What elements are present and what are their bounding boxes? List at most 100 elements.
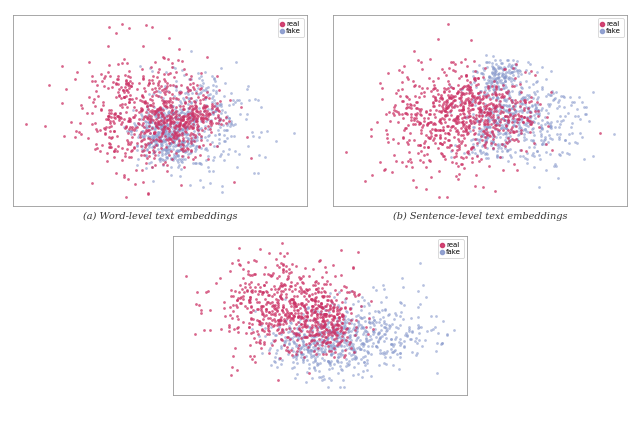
Point	[166, 156, 177, 163]
Point	[157, 128, 168, 135]
Point	[111, 30, 121, 36]
Point	[262, 288, 272, 295]
Point	[264, 308, 274, 315]
Point	[502, 147, 512, 154]
Point	[540, 121, 550, 127]
Point	[501, 73, 511, 79]
Point	[170, 132, 180, 139]
Point	[321, 339, 332, 346]
Point	[344, 334, 354, 341]
Point	[225, 267, 235, 274]
Point	[318, 327, 328, 334]
Point	[259, 312, 269, 319]
Point	[154, 104, 164, 111]
Point	[313, 297, 323, 304]
Point	[412, 104, 422, 111]
Point	[255, 319, 265, 326]
Point	[326, 323, 337, 330]
Point	[422, 328, 432, 335]
Point	[510, 103, 520, 110]
Point	[223, 150, 233, 157]
Point	[164, 81, 175, 88]
Point	[471, 171, 481, 178]
Point	[500, 97, 510, 103]
Point	[526, 103, 536, 109]
Point	[464, 87, 474, 94]
Point	[495, 140, 506, 147]
Point	[226, 133, 236, 140]
Point	[551, 89, 561, 96]
Point	[415, 126, 426, 133]
Point	[166, 107, 177, 114]
Point	[335, 352, 345, 359]
Point	[106, 134, 116, 141]
Point	[499, 65, 509, 72]
Point	[302, 322, 312, 329]
Point	[521, 119, 531, 126]
Point	[186, 115, 196, 122]
Point	[503, 118, 513, 125]
Point	[516, 129, 527, 136]
Point	[207, 108, 218, 115]
Point	[177, 144, 188, 151]
Point	[337, 347, 347, 353]
Point	[425, 55, 435, 62]
Point	[499, 93, 509, 100]
Point	[307, 296, 317, 303]
Point	[131, 122, 141, 129]
Point	[298, 356, 308, 363]
Point	[497, 72, 507, 79]
Point	[307, 344, 317, 351]
Point	[477, 69, 487, 76]
Point	[168, 109, 178, 115]
Point	[305, 331, 315, 338]
Point	[493, 127, 503, 134]
Point	[385, 336, 396, 343]
Point	[113, 61, 123, 68]
Point	[108, 84, 118, 91]
Point	[404, 328, 414, 335]
Point	[188, 142, 198, 148]
Point	[260, 287, 271, 294]
Point	[415, 142, 425, 148]
Point	[196, 133, 206, 140]
Point	[374, 79, 385, 86]
Point	[317, 355, 327, 362]
Point	[493, 70, 503, 77]
Point	[472, 105, 483, 112]
Point	[455, 101, 465, 108]
Point	[540, 140, 550, 147]
Point	[109, 154, 120, 161]
Point	[518, 119, 528, 126]
Point	[454, 99, 465, 106]
Point	[168, 133, 178, 140]
Point	[486, 138, 497, 145]
Point	[172, 135, 182, 142]
Point	[381, 320, 391, 327]
Point	[512, 127, 522, 134]
Point	[477, 116, 487, 123]
Point	[534, 128, 545, 135]
Point	[193, 112, 204, 119]
Point	[456, 59, 466, 66]
Point	[435, 127, 445, 133]
Point	[189, 85, 199, 92]
Point	[325, 358, 335, 365]
Point	[376, 326, 386, 333]
Point	[153, 151, 163, 158]
Point	[194, 159, 204, 166]
Point	[426, 158, 436, 165]
Point	[489, 72, 499, 79]
Point	[420, 108, 431, 115]
Point	[218, 116, 228, 123]
Point	[272, 347, 282, 354]
Point	[311, 278, 321, 285]
Point	[129, 124, 140, 131]
Point	[163, 129, 173, 136]
Point	[168, 82, 179, 89]
Point	[499, 96, 509, 103]
Point	[556, 118, 566, 124]
Point	[401, 163, 411, 169]
Point	[305, 324, 315, 331]
Point	[196, 125, 207, 132]
